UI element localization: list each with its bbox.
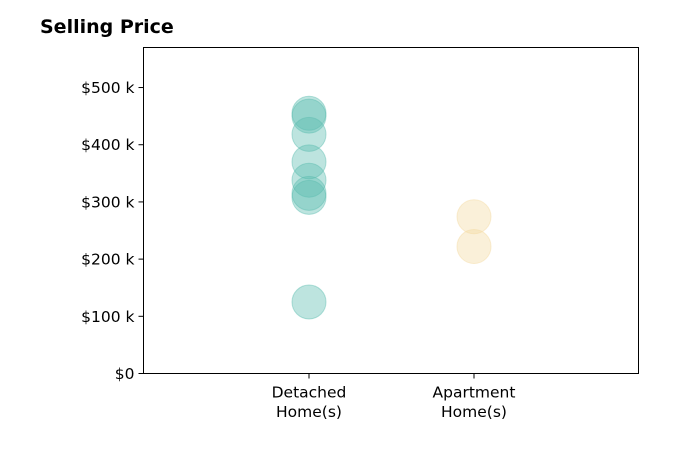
y-tick-label: $400 k (81, 136, 134, 154)
scatter-point (291, 179, 327, 215)
chart-title: Selling Price (40, 16, 174, 38)
y-tick-label: $200 k (81, 251, 134, 269)
x-tick-label: Detached Home(s) (272, 384, 347, 422)
y-tick-label: $100 k (81, 308, 134, 326)
scatter-point (291, 98, 327, 134)
x-tick-label: Apartment Home(s) (433, 384, 516, 422)
scatter-point (291, 284, 327, 320)
x-axis: Detached Home(s) Apartment Home(s) (272, 373, 516, 422)
plot-frame (143, 47, 639, 374)
scatter-point (291, 175, 327, 211)
scatter-point (291, 116, 327, 152)
y-tick-label: $500 k (81, 79, 134, 97)
y-tick-label: $300 k (81, 193, 134, 211)
scatter-point (291, 144, 327, 180)
scatter-point (291, 162, 327, 198)
data-points (291, 95, 492, 320)
scatter-point (456, 199, 492, 235)
scatter-point (291, 95, 327, 131)
y-tick-label: $0 (115, 365, 135, 383)
y-axis: $0 $100 k $200 k $300 k $400 k $500 k (81, 79, 144, 383)
scatter-point (456, 229, 492, 265)
